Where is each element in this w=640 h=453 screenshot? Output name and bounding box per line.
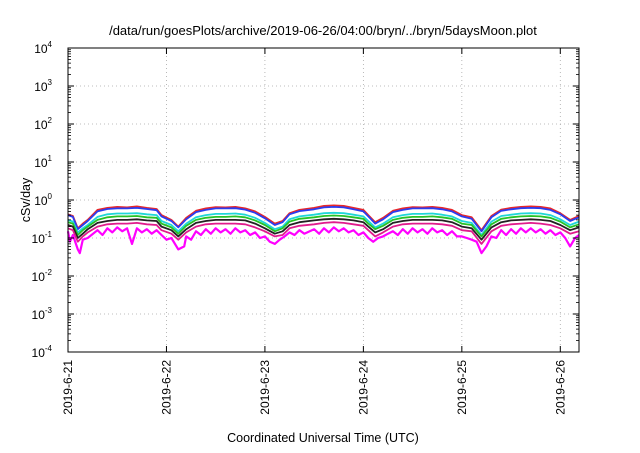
y-tick-label: 103 xyxy=(34,78,52,94)
series-line xyxy=(67,205,580,233)
y-tick-exponent: 2 xyxy=(48,116,53,125)
series-layer xyxy=(66,204,580,255)
series-line xyxy=(67,211,580,236)
x-tick-label: 2019-6-24 xyxy=(356,360,370,415)
x-tick-label: 2019-6-25 xyxy=(455,360,469,415)
x-tick-label: 2019-6-26 xyxy=(553,360,567,415)
y-tick-exponent: -3 xyxy=(45,306,53,315)
y-tick-label: 102 xyxy=(34,116,52,132)
y-tick-label: 10-2 xyxy=(32,268,53,284)
y-tick-label: 10-3 xyxy=(32,306,53,322)
x-tick-label: 2019-6-22 xyxy=(159,360,173,415)
chart-title: /data/run/goesPlots/archive/2019-06-26/0… xyxy=(109,23,537,38)
y-tick-label: 104 xyxy=(34,40,52,56)
series-line xyxy=(66,226,580,255)
series-line xyxy=(67,214,580,238)
tick-layer: 10-410-310-210-11001011021031042019-6-21… xyxy=(32,40,579,415)
series-line xyxy=(67,217,580,241)
y-tick-exponent: 3 xyxy=(48,78,53,87)
y-tick-exponent: -1 xyxy=(45,230,53,239)
y-tick-exponent: -2 xyxy=(45,268,53,277)
y-tick-label: 10-4 xyxy=(32,344,53,360)
y-tick-exponent: 0 xyxy=(48,192,53,201)
y-tick-label: 100 xyxy=(34,192,52,208)
x-axis-label: Coordinated Universal Time (UTC) xyxy=(227,431,419,445)
y-axis-label: cSv/day xyxy=(19,177,33,222)
x-tick-label: 2019-6-23 xyxy=(258,360,272,415)
y-tick-exponent: -4 xyxy=(45,344,53,353)
y-tick-label: 10-1 xyxy=(32,230,53,246)
y-tick-exponent: 1 xyxy=(48,154,53,163)
grid-layer xyxy=(68,48,579,352)
y-tick-exponent: 4 xyxy=(48,40,53,49)
y-tick-label: 101 xyxy=(34,154,52,170)
series-line xyxy=(67,221,580,245)
x-tick-label: 2019-6-21 xyxy=(61,360,75,415)
